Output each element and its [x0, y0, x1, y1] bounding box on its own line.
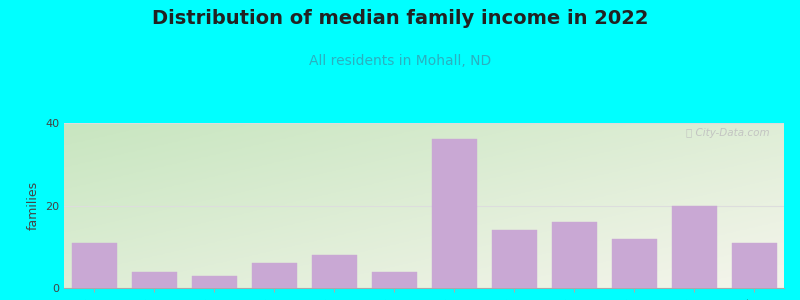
Bar [431, 140, 477, 288]
Bar [131, 272, 177, 288]
Text: ⓘ City-Data.com: ⓘ City-Data.com [686, 128, 770, 138]
Bar [311, 255, 357, 288]
Bar [371, 272, 417, 288]
Bar [491, 230, 537, 288]
Text: Distribution of median family income in 2022: Distribution of median family income in … [152, 9, 648, 28]
Y-axis label: families: families [26, 181, 39, 230]
Bar [191, 276, 237, 288]
Bar [611, 238, 657, 288]
Bar [731, 243, 777, 288]
Bar [551, 222, 597, 288]
Bar [251, 263, 297, 288]
Bar [71, 243, 117, 288]
Bar [671, 206, 717, 288]
Text: All residents in Mohall, ND: All residents in Mohall, ND [309, 54, 491, 68]
